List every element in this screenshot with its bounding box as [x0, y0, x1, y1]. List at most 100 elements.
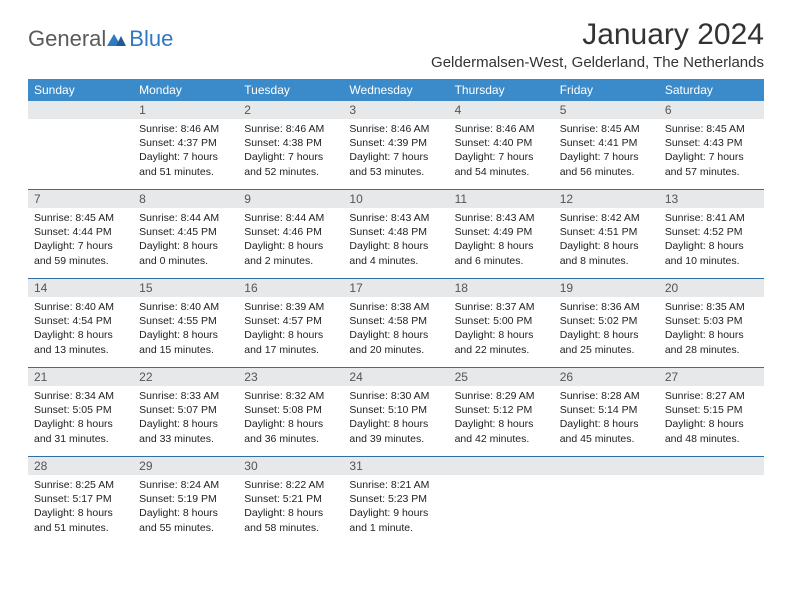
daylight-text: Daylight: 8 hours and 31 minutes. [34, 417, 127, 445]
page-subtitle: Geldermalsen-West, Gelderland, The Nethe… [431, 54, 764, 71]
day-info: Sunrise: 8:45 AMSunset: 4:43 PMDaylight:… [659, 119, 764, 179]
calendar-cell: 19Sunrise: 8:36 AMSunset: 5:02 PMDayligh… [554, 279, 659, 368]
day-cell: 12Sunrise: 8:42 AMSunset: 4:51 PMDayligh… [554, 190, 659, 278]
day-number: 5 [554, 101, 659, 119]
sunset-text: Sunset: 5:03 PM [665, 314, 758, 328]
day-number: 4 [449, 101, 554, 119]
calendar-cell: 31Sunrise: 8:21 AMSunset: 5:23 PMDayligh… [343, 457, 448, 546]
day-cell: 19Sunrise: 8:36 AMSunset: 5:02 PMDayligh… [554, 279, 659, 367]
calendar-cell: 4Sunrise: 8:46 AMSunset: 4:40 PMDaylight… [449, 101, 554, 190]
daylight-text: Daylight: 8 hours and 36 minutes. [244, 417, 337, 445]
day-info: Sunrise: 8:22 AMSunset: 5:21 PMDaylight:… [238, 475, 343, 535]
calendar-cell: 1Sunrise: 8:46 AMSunset: 4:37 PMDaylight… [133, 101, 238, 190]
empty-day-bar [659, 457, 764, 475]
day-cell: 27Sunrise: 8:27 AMSunset: 5:15 PMDayligh… [659, 368, 764, 456]
daylight-text: Daylight: 8 hours and 55 minutes. [139, 506, 232, 534]
daylight-text: Daylight: 7 hours and 52 minutes. [244, 150, 337, 178]
sunset-text: Sunset: 5:08 PM [244, 403, 337, 417]
calendar-cell: 2Sunrise: 8:46 AMSunset: 4:38 PMDaylight… [238, 101, 343, 190]
daylight-text: Daylight: 9 hours and 1 minute. [349, 506, 442, 534]
daylight-text: Daylight: 7 hours and 59 minutes. [34, 239, 127, 267]
title-block: January 2024 Geldermalsen-West, Gelderla… [431, 18, 764, 77]
calendar-week: 28Sunrise: 8:25 AMSunset: 5:17 PMDayligh… [28, 457, 764, 546]
day-cell: 9Sunrise: 8:44 AMSunset: 4:46 PMDaylight… [238, 190, 343, 278]
day-cell: 10Sunrise: 8:43 AMSunset: 4:48 PMDayligh… [343, 190, 448, 278]
calendar-cell: 13Sunrise: 8:41 AMSunset: 4:52 PMDayligh… [659, 190, 764, 279]
sunset-text: Sunset: 4:39 PM [349, 136, 442, 150]
day-number: 14 [28, 279, 133, 297]
day-cell: 22Sunrise: 8:33 AMSunset: 5:07 PMDayligh… [133, 368, 238, 456]
day-number: 25 [449, 368, 554, 386]
day-number: 12 [554, 190, 659, 208]
empty-day-bar [554, 457, 659, 475]
day-number: 3 [343, 101, 448, 119]
day-cell: 16Sunrise: 8:39 AMSunset: 4:57 PMDayligh… [238, 279, 343, 367]
day-info: Sunrise: 8:40 AMSunset: 4:54 PMDaylight:… [28, 297, 133, 357]
calendar-cell: 15Sunrise: 8:40 AMSunset: 4:55 PMDayligh… [133, 279, 238, 368]
day-info: Sunrise: 8:38 AMSunset: 4:58 PMDaylight:… [343, 297, 448, 357]
calendar-cell: 18Sunrise: 8:37 AMSunset: 5:00 PMDayligh… [449, 279, 554, 368]
sunset-text: Sunset: 4:48 PM [349, 225, 442, 239]
calendar-cell: 30Sunrise: 8:22 AMSunset: 5:21 PMDayligh… [238, 457, 343, 546]
day-cell [449, 457, 554, 545]
daylight-text: Daylight: 8 hours and 45 minutes. [560, 417, 653, 445]
day-number: 15 [133, 279, 238, 297]
sunrise-text: Sunrise: 8:44 AM [244, 211, 337, 225]
calendar-cell: 23Sunrise: 8:32 AMSunset: 5:08 PMDayligh… [238, 368, 343, 457]
daylight-text: Daylight: 8 hours and 17 minutes. [244, 328, 337, 356]
day-number: 31 [343, 457, 448, 475]
daylight-text: Daylight: 8 hours and 48 minutes. [665, 417, 758, 445]
sunrise-text: Sunrise: 8:43 AM [455, 211, 548, 225]
weekday-header: Tuesday [238, 79, 343, 101]
calendar-cell: 7Sunrise: 8:45 AMSunset: 4:44 PMDaylight… [28, 190, 133, 279]
day-number: 8 [133, 190, 238, 208]
calendar-cell: 27Sunrise: 8:27 AMSunset: 5:15 PMDayligh… [659, 368, 764, 457]
sunrise-text: Sunrise: 8:46 AM [244, 122, 337, 136]
sunrise-text: Sunrise: 8:21 AM [349, 478, 442, 492]
day-number: 2 [238, 101, 343, 119]
calendar-week: 7Sunrise: 8:45 AMSunset: 4:44 PMDaylight… [28, 190, 764, 279]
day-cell: 6Sunrise: 8:45 AMSunset: 4:43 PMDaylight… [659, 101, 764, 189]
day-cell: 25Sunrise: 8:29 AMSunset: 5:12 PMDayligh… [449, 368, 554, 456]
sunrise-text: Sunrise: 8:33 AM [139, 389, 232, 403]
day-cell: 26Sunrise: 8:28 AMSunset: 5:14 PMDayligh… [554, 368, 659, 456]
day-cell: 1Sunrise: 8:46 AMSunset: 4:37 PMDaylight… [133, 101, 238, 189]
calendar-cell: 20Sunrise: 8:35 AMSunset: 5:03 PMDayligh… [659, 279, 764, 368]
daylight-text: Daylight: 8 hours and 15 minutes. [139, 328, 232, 356]
day-info: Sunrise: 8:24 AMSunset: 5:19 PMDaylight:… [133, 475, 238, 535]
day-cell: 8Sunrise: 8:44 AMSunset: 4:45 PMDaylight… [133, 190, 238, 278]
calendar-cell: 17Sunrise: 8:38 AMSunset: 4:58 PMDayligh… [343, 279, 448, 368]
day-number: 19 [554, 279, 659, 297]
sunset-text: Sunset: 5:07 PM [139, 403, 232, 417]
calendar-cell: 14Sunrise: 8:40 AMSunset: 4:54 PMDayligh… [28, 279, 133, 368]
day-cell: 2Sunrise: 8:46 AMSunset: 4:38 PMDaylight… [238, 101, 343, 189]
calendar-cell: 29Sunrise: 8:24 AMSunset: 5:19 PMDayligh… [133, 457, 238, 546]
day-info: Sunrise: 8:34 AMSunset: 5:05 PMDaylight:… [28, 386, 133, 446]
calendar-cell: 12Sunrise: 8:42 AMSunset: 4:51 PMDayligh… [554, 190, 659, 279]
sunset-text: Sunset: 4:43 PM [665, 136, 758, 150]
day-number: 21 [28, 368, 133, 386]
daylight-text: Daylight: 7 hours and 54 minutes. [455, 150, 548, 178]
sunrise-text: Sunrise: 8:36 AM [560, 300, 653, 314]
day-number: 1 [133, 101, 238, 119]
day-info: Sunrise: 8:46 AMSunset: 4:37 PMDaylight:… [133, 119, 238, 179]
sunset-text: Sunset: 4:49 PM [455, 225, 548, 239]
calendar-cell: 16Sunrise: 8:39 AMSunset: 4:57 PMDayligh… [238, 279, 343, 368]
day-info: Sunrise: 8:27 AMSunset: 5:15 PMDaylight:… [659, 386, 764, 446]
sunset-text: Sunset: 5:14 PM [560, 403, 653, 417]
sunrise-text: Sunrise: 8:45 AM [34, 211, 127, 225]
sunset-text: Sunset: 4:46 PM [244, 225, 337, 239]
sunrise-text: Sunrise: 8:39 AM [244, 300, 337, 314]
sunset-text: Sunset: 4:44 PM [34, 225, 127, 239]
calendar-cell: 9Sunrise: 8:44 AMSunset: 4:46 PMDaylight… [238, 190, 343, 279]
sunset-text: Sunset: 4:41 PM [560, 136, 653, 150]
sunset-text: Sunset: 4:55 PM [139, 314, 232, 328]
daylight-text: Daylight: 7 hours and 57 minutes. [665, 150, 758, 178]
day-info: Sunrise: 8:37 AMSunset: 5:00 PMDaylight:… [449, 297, 554, 357]
day-info: Sunrise: 8:29 AMSunset: 5:12 PMDaylight:… [449, 386, 554, 446]
weekday-header: Monday [133, 79, 238, 101]
daylight-text: Daylight: 8 hours and 8 minutes. [560, 239, 653, 267]
sunrise-text: Sunrise: 8:42 AM [560, 211, 653, 225]
day-number: 18 [449, 279, 554, 297]
day-number: 27 [659, 368, 764, 386]
